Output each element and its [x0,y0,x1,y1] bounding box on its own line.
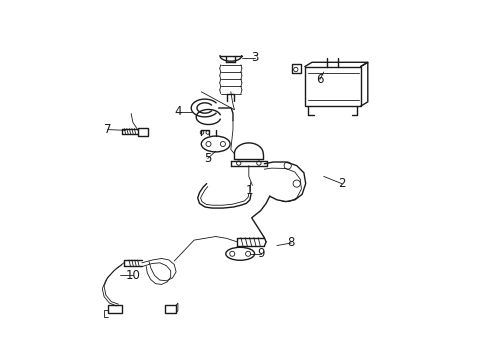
Text: 9: 9 [256,247,264,260]
Bar [304,67,360,106]
Text: 3: 3 [251,51,259,64]
Text: 7: 7 [104,123,111,136]
Text: 8: 8 [287,237,294,249]
Text: 5: 5 [203,152,211,165]
Text: 4: 4 [174,105,181,118]
Text: 6: 6 [316,73,323,86]
Text: 1: 1 [245,184,253,197]
Bar [292,64,301,73]
Bar [107,305,122,313]
Text: 2: 2 [337,177,345,190]
Bar [138,128,148,136]
Text: 10: 10 [125,269,140,282]
Bar [165,305,176,313]
